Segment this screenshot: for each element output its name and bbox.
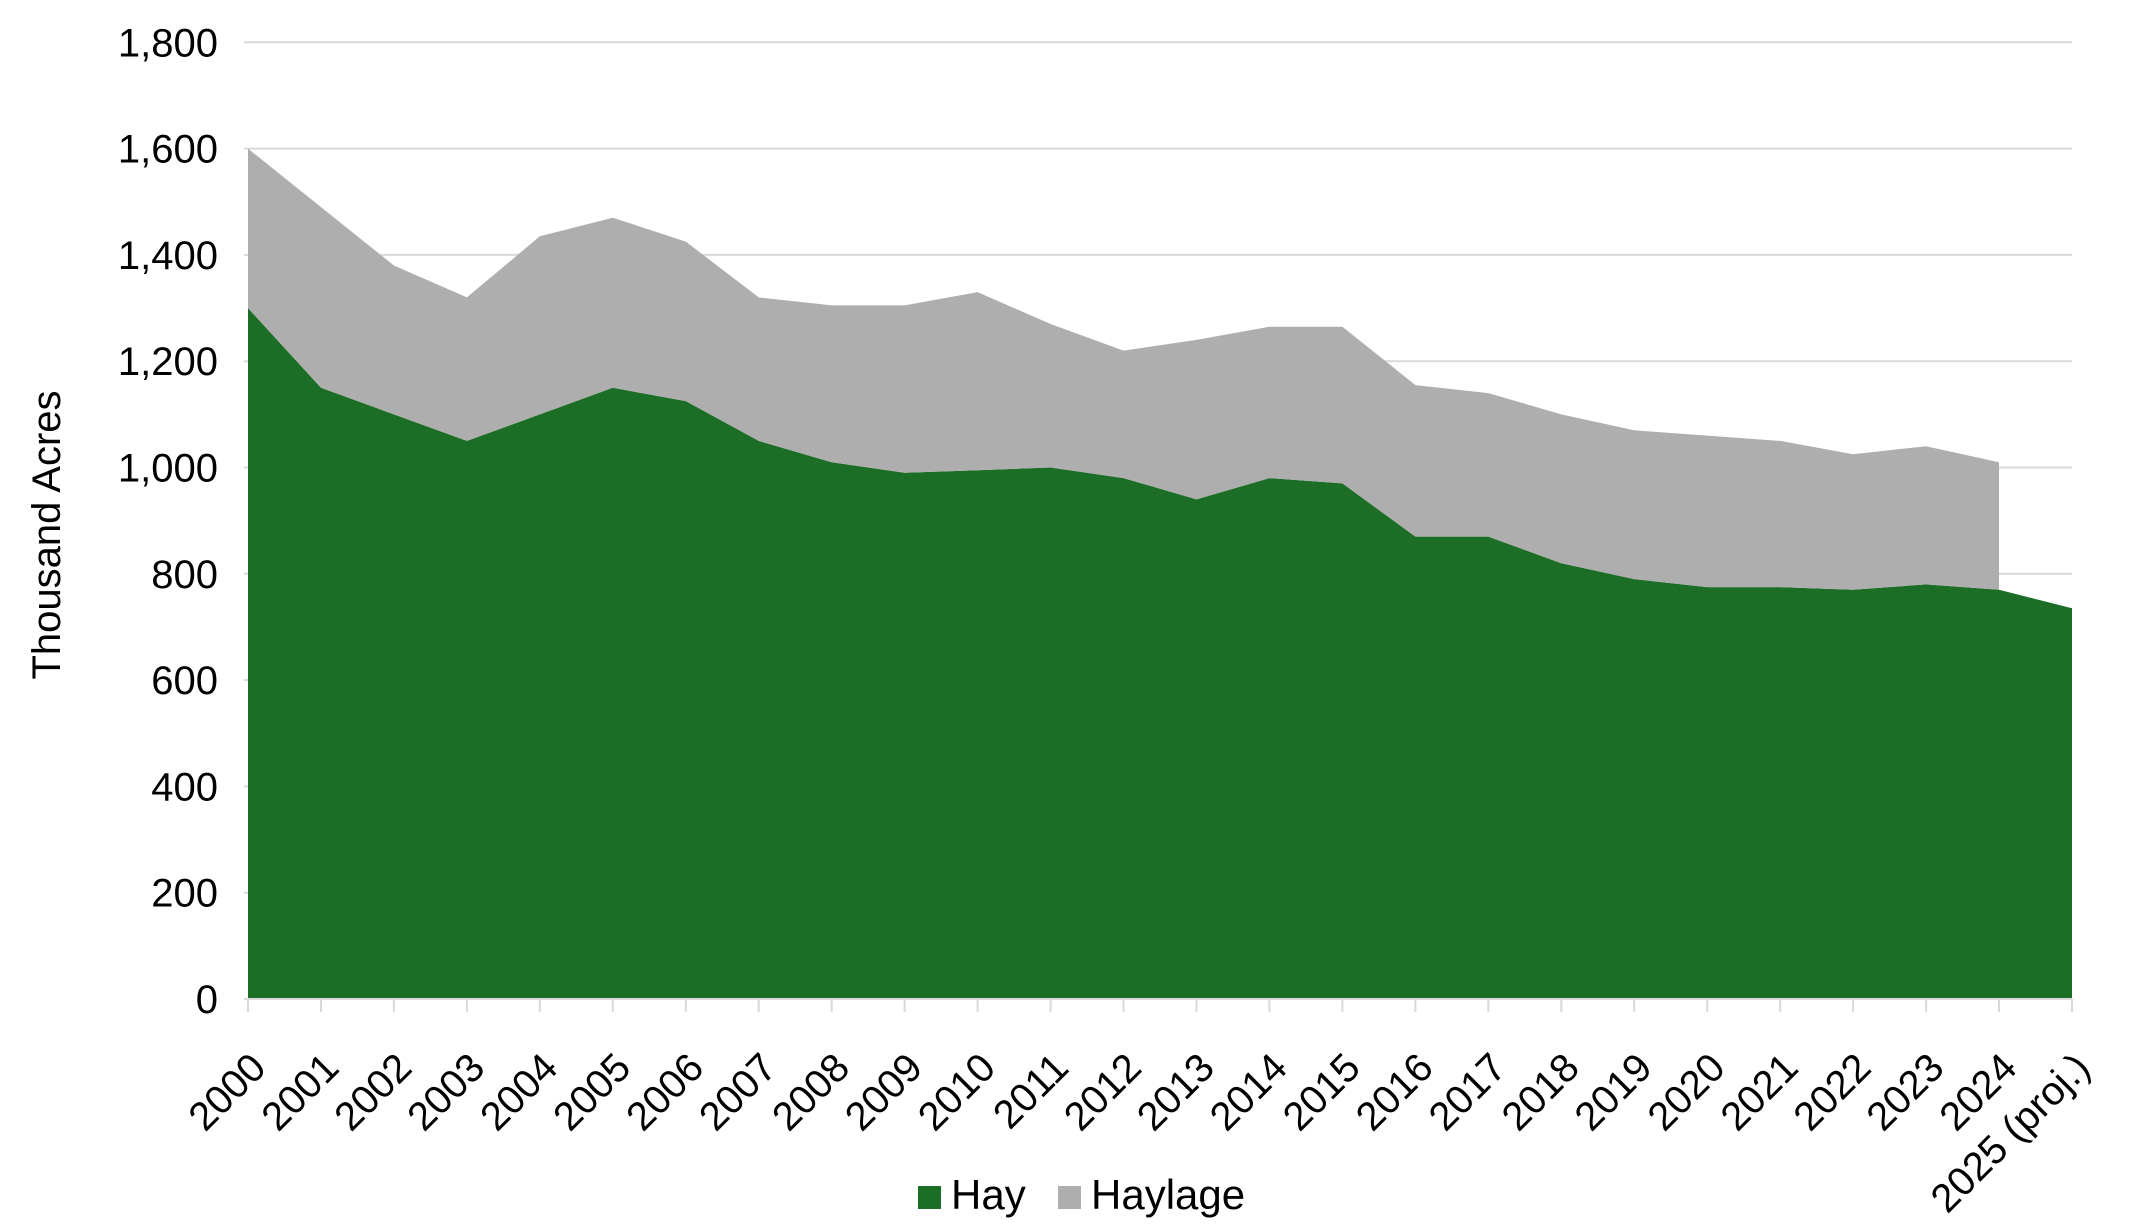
haylage-area [248,148,1999,590]
x-axis [244,998,2073,1012]
x-tick-label: 2000 [180,1045,274,1139]
x-tick-label: 2012 [1056,1045,1150,1139]
legend-label-haylage: Haylage [1091,1171,1245,1218]
x-tick-label: 2003 [399,1045,493,1139]
y-axis-title: Thousand Acres [25,390,69,679]
area-series [248,148,2072,1000]
y-tick-label: 1,000 [118,447,218,491]
y-tick-label: 1,800 [118,21,218,65]
x-tick-label: 2021 [1713,1045,1807,1139]
x-tick-label: 2002 [326,1045,420,1139]
y-tick-label: 1,600 [118,128,218,172]
x-tick-label: 2022 [1785,1045,1879,1139]
x-tick-label: 2005 [545,1045,639,1139]
legend-swatch-haylage [1058,1186,1081,1209]
y-tick-label: 600 [151,659,218,703]
x-tick-label: 2009 [837,1045,931,1139]
x-tick-label: 2017 [1421,1045,1515,1139]
x-tick-label: 2004 [472,1045,566,1139]
x-tick-label: 2001 [253,1045,347,1139]
x-tick-label: 2011 [985,1045,1077,1137]
y-tick-label: 200 [151,872,218,916]
x-tick-label: 2020 [1640,1045,1734,1139]
y-tick-label: 400 [151,765,218,809]
x-tick-label: 2008 [764,1045,858,1139]
x-tick-label: 2013 [1129,1045,1223,1139]
x-tick-label: 2007 [691,1045,785,1139]
hay-area [248,308,2072,1000]
y-tick-label: 1,200 [118,340,218,384]
x-tick-label: 2010 [910,1045,1004,1139]
x-tick-label: 2016 [1348,1045,1442,1139]
y-tick-label: 800 [151,553,218,597]
y-axis-tick-labels: 0 200 400 600 800 1,000 1,200 1,400 1,600 1,800 [118,21,218,1022]
legend: Hay Haylage [918,1171,1245,1218]
x-tick-label: 2023 [1858,1045,1952,1139]
x-tick-label: 2019 [1567,1045,1661,1139]
x-tick-label: 2015 [1275,1045,1369,1139]
legend-swatch-hay [918,1186,941,1209]
x-tick-label: 2006 [618,1045,712,1139]
x-tick-label: 2014 [1202,1045,1296,1139]
x-tick-label: 2018 [1494,1045,1588,1139]
y-tick-label: 0 [196,978,218,1022]
legend-label-hay: Hay [951,1171,1026,1218]
y-tick-label: 1,400 [118,234,218,278]
